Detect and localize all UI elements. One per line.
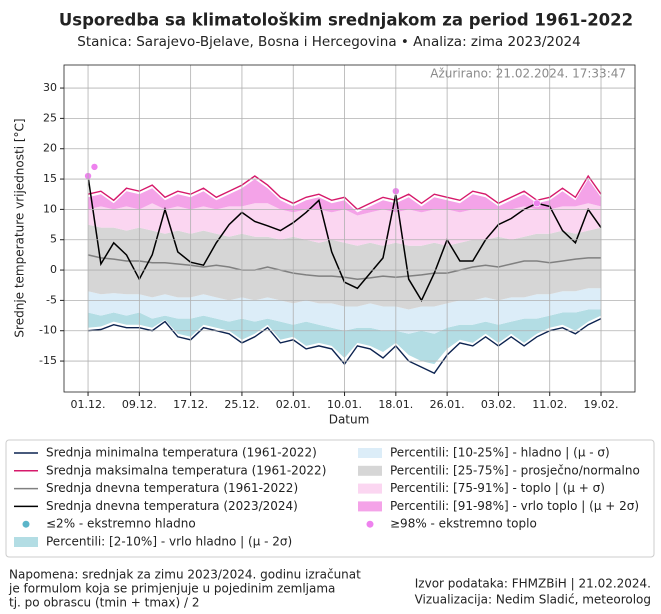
- legend-label: Srednja dnevna temperatura (1961-2022): [46, 481, 298, 495]
- legend-swatch: [22, 520, 30, 528]
- data-layer: [84, 163, 602, 375]
- chart-title: Usporedba sa klimatološkim srednjakom za…: [59, 11, 633, 30]
- legend: Srednja minimalna temperatura (1961-2022…: [14, 446, 640, 549]
- legend-label: Percentili: [2-10%] - vrlo hladno | (μ -…: [46, 535, 292, 549]
- legend-box: [5, 439, 655, 558]
- legend-label: Percentili: [75-91%] - toplo | (μ + σ): [390, 481, 605, 495]
- y-tick-label: 15: [43, 172, 57, 185]
- plot-area: -15 -10 -5 0 5 10 15 20 25 30 01.12. 09.12. 17.12. 25…: [39, 65, 635, 411]
- legend-label: Percentili: [10-25%] - hladno | (μ - σ): [390, 446, 610, 460]
- legend-swatch: [14, 537, 38, 547]
- y-axis-title: Srednje temperature vrijednosti [°C]: [13, 118, 27, 337]
- note-line: je formulom koja se primjenjuje u pojedi…: [8, 582, 335, 596]
- legend-swatch: [366, 520, 374, 528]
- y-tick-label: -15: [39, 354, 57, 367]
- y-tick-label: 5: [50, 233, 57, 246]
- chart-subtitle: Stanica: Sarajevo-Bjelave, Bosna i Herce…: [77, 34, 580, 50]
- legend-label: ≥98% - ekstremno toplo: [390, 517, 537, 531]
- y-tick-label: 10: [43, 202, 57, 215]
- x-tick-label: 03.02.: [481, 398, 516, 411]
- y-tick-label: -10: [39, 324, 57, 337]
- legend-label: Srednja minimalna temperatura (1961-2022…: [46, 446, 317, 460]
- legend-label: ≤2% - ekstremno hladno: [46, 517, 196, 531]
- y-tick-label: -5: [46, 293, 57, 306]
- credit-line: Vizualizacija: Nedim Sladić, meteorolog: [415, 593, 651, 607]
- x-axis-title: Datum: [329, 413, 370, 427]
- y-tick-label: 30: [43, 81, 57, 94]
- x-tick-label: 25.12.: [224, 398, 259, 411]
- legend-label: Srednja maksimalna temperatura (1961-202…: [46, 463, 326, 477]
- note-line: tj. po obrascu (tmin + tmax) / 2: [9, 596, 200, 610]
- update-annotation: Ažurirano: 21.02.2024. 17:33:47: [430, 67, 626, 81]
- x-tick-label: 26.01.: [430, 398, 465, 411]
- extreme-marker: [533, 199, 541, 208]
- x-tick-label: 01.12.: [71, 398, 106, 411]
- note-line: Napomena: srednjak za zimu 2023/2024. go…: [9, 568, 361, 582]
- legend-swatch: [358, 448, 382, 458]
- credit-line: Izvor podataka: FHMZBiH | 21.02.2024.: [415, 577, 651, 591]
- legend-swatch: [358, 483, 382, 494]
- plot-frame: [63, 64, 636, 393]
- x-tick-label: 09.12.: [122, 398, 157, 411]
- y-tick-label: 20: [43, 142, 57, 155]
- y-tick-label: 25: [43, 111, 57, 124]
- percentile-band: [88, 179, 601, 216]
- x-tick-label: 17.12.: [173, 398, 208, 411]
- x-tick-label: 18.01.: [378, 398, 413, 411]
- x-tick-label: 11.02.: [532, 398, 567, 411]
- legend-swatch: [358, 501, 382, 512]
- y-tick-label: 0: [50, 263, 57, 276]
- legend-label: Srednja dnevna temperatura (2023/2024): [46, 499, 298, 513]
- legend-swatch: [358, 465, 382, 476]
- legend-label: Percentili: [91-98%] - vrlo toplo | (μ +…: [390, 499, 639, 513]
- extreme-marker: [90, 163, 99, 171]
- legend-label: Percentili: [25-75%] - prosječno/normaln…: [390, 463, 640, 477]
- x-tick-label: 19.02.: [584, 398, 619, 411]
- x-tick-label: 10.01.: [327, 398, 362, 411]
- x-tick-label: 02.01.: [276, 398, 311, 411]
